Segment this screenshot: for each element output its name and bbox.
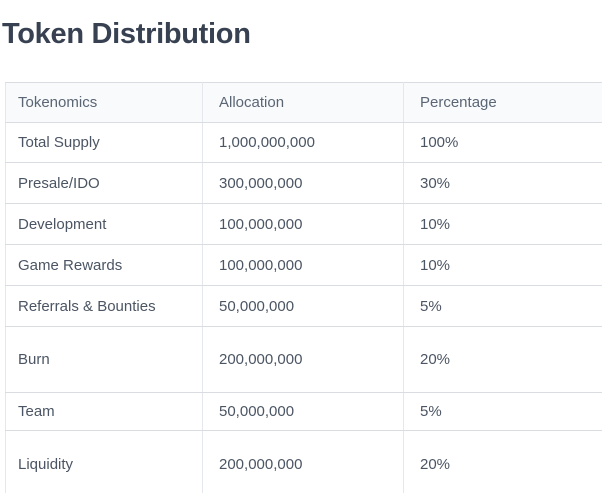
cell-percentage: 20% bbox=[403, 326, 602, 393]
cell-percentage: 10% bbox=[403, 244, 602, 286]
cell-allocation: 200,000,000 bbox=[202, 430, 404, 493]
cell-tokenomics: Liquidity bbox=[5, 430, 203, 493]
cell-allocation: 300,000,000 bbox=[202, 162, 404, 204]
token-distribution-table: Tokenomics Allocation Percentage Total S… bbox=[5, 82, 602, 493]
cell-percentage: 10% bbox=[403, 203, 602, 245]
table-row: Burn 200,000,000 20% bbox=[5, 326, 602, 393]
table-row: Liquidity 200,000,000 20% bbox=[5, 430, 602, 493]
table-row: Referrals & Bounties 50,000,000 5% bbox=[5, 285, 602, 327]
table-row: Team 50,000,000 5% bbox=[5, 392, 602, 431]
cell-percentage: 5% bbox=[403, 392, 602, 431]
cell-percentage: 5% bbox=[403, 285, 602, 327]
token-table-container: Tokenomics Allocation Percentage Total S… bbox=[5, 82, 602, 493]
cell-tokenomics: Referrals & Bounties bbox=[5, 285, 203, 327]
cell-tokenomics: Development bbox=[5, 203, 203, 245]
cell-allocation: 50,000,000 bbox=[202, 285, 404, 327]
cell-allocation: 50,000,000 bbox=[202, 392, 404, 431]
cell-tokenomics: Presale/IDO bbox=[5, 162, 203, 204]
table-header-row: Tokenomics Allocation Percentage bbox=[5, 82, 602, 123]
cell-percentage: 20% bbox=[403, 430, 602, 493]
column-header-percentage: Percentage bbox=[403, 82, 602, 123]
page-title: Token Distribution bbox=[2, 18, 251, 50]
column-header-allocation: Allocation bbox=[202, 82, 404, 123]
cell-allocation: 200,000,000 bbox=[202, 326, 404, 393]
cell-percentage: 30% bbox=[403, 162, 602, 204]
cell-tokenomics: Game Rewards bbox=[5, 244, 203, 286]
table-row: Development 100,000,000 10% bbox=[5, 203, 602, 245]
table-body: Total Supply 1,000,000,000 100% Presale/… bbox=[5, 122, 602, 493]
cell-tokenomics: Burn bbox=[5, 326, 203, 393]
cell-tokenomics: Team bbox=[5, 392, 203, 431]
cell-allocation: 100,000,000 bbox=[202, 244, 404, 286]
column-header-tokenomics: Tokenomics bbox=[5, 82, 203, 123]
table-row: Game Rewards 100,000,000 10% bbox=[5, 244, 602, 286]
cell-allocation: 1,000,000,000 bbox=[202, 122, 404, 163]
table-row: Total Supply 1,000,000,000 100% bbox=[5, 122, 602, 163]
cell-percentage: 100% bbox=[403, 122, 602, 163]
cell-tokenomics: Total Supply bbox=[5, 122, 203, 163]
cell-allocation: 100,000,000 bbox=[202, 203, 404, 245]
table-row: Presale/IDO 300,000,000 30% bbox=[5, 162, 602, 204]
